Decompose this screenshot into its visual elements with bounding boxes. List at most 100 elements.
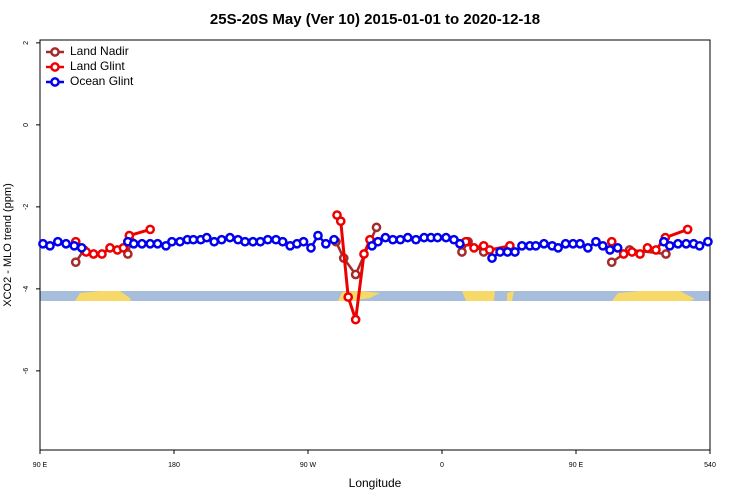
legend-marker: [50, 47, 60, 57]
data-point: [457, 247, 467, 257]
data-point: [510, 247, 520, 257]
data-point: [635, 249, 645, 259]
data-point: [262, 234, 273, 245]
data-point: [432, 232, 443, 243]
x-tick-label: 540: [704, 462, 716, 469]
data-point: [502, 247, 513, 257]
data-point: [88, 249, 99, 259]
data-point: [145, 238, 156, 249]
data-point: [255, 236, 266, 247]
data-point: [606, 257, 617, 268]
ocean-strip: [40, 291, 710, 301]
x-tick-label: 180: [168, 462, 180, 469]
land-shape: [507, 291, 514, 301]
data-point: [97, 249, 107, 259]
data-point: [597, 240, 608, 251]
land-shape: [75, 291, 131, 301]
data-point: [411, 234, 421, 245]
data-point: [681, 238, 692, 249]
data-point: [661, 249, 671, 259]
data-point: [145, 224, 156, 235]
data-point: [539, 238, 549, 249]
legend-label: Land Nadir: [70, 44, 129, 58]
data-point: [53, 236, 63, 247]
data-point: [517, 240, 527, 251]
data-point: [380, 232, 391, 243]
y-axis-label: XCO2 - MLO trend (ppm): [2, 183, 14, 306]
data-point: [335, 216, 346, 227]
data-point: [673, 238, 683, 249]
data-point: [583, 243, 593, 253]
data-point: [487, 253, 497, 263]
data-point: [313, 230, 323, 241]
y-tick-label: -4: [23, 286, 30, 292]
data-point: [152, 238, 163, 249]
data-point: [343, 292, 354, 302]
data-point: [575, 238, 585, 249]
data-point: [388, 234, 398, 245]
data-point: [642, 243, 653, 253]
data-point: [694, 240, 705, 251]
data-point: [373, 236, 383, 247]
data-point: [329, 234, 339, 245]
data-point: [651, 245, 661, 255]
x-tick-label: 90 W: [300, 462, 317, 469]
data-point: [209, 236, 220, 247]
chart-title: 25S-20S May (Ver 10) 2015-01-01 to 2020-…: [210, 11, 540, 28]
data-point: [122, 249, 133, 259]
data-point: [606, 236, 617, 247]
data-point: [277, 236, 288, 247]
legend-marker: [50, 77, 60, 87]
data-point: [69, 240, 80, 251]
data-point: [612, 243, 623, 253]
y-tick-label: -6: [23, 368, 30, 374]
data-point: [402, 232, 413, 243]
legend-label: Ocean Glint: [70, 74, 134, 88]
y-tick-label: 2: [23, 41, 30, 45]
data-point: [350, 314, 361, 325]
data-point: [137, 238, 147, 249]
data-point: [216, 234, 227, 245]
data-point: [321, 238, 331, 249]
y-tick-label: -2: [23, 204, 30, 210]
data-point: [682, 224, 693, 235]
data-point: [175, 236, 185, 247]
data-point: [359, 249, 369, 259]
data-point: [61, 238, 71, 249]
data-point: [248, 236, 258, 247]
data-point: [128, 238, 139, 249]
data-point: [45, 240, 55, 251]
series-line: [335, 214, 372, 322]
data-point: [201, 232, 212, 243]
data-point: [484, 245, 495, 255]
data-point: [553, 243, 563, 253]
data-point: [225, 232, 235, 243]
data-point: [627, 247, 637, 257]
data-point: [240, 236, 250, 247]
data-point: [395, 234, 406, 245]
map-strip: [40, 291, 710, 301]
data-point: [350, 269, 361, 280]
data-point: [469, 243, 479, 253]
data-point: [371, 222, 382, 233]
data-point: [70, 257, 81, 268]
data-point: [664, 240, 675, 251]
data-point: [455, 238, 465, 249]
data-point: [298, 236, 309, 247]
land-shape: [462, 291, 495, 301]
data-point: [441, 232, 451, 243]
data-point: [495, 247, 505, 257]
data-point: [76, 243, 87, 253]
data-point: [560, 238, 571, 249]
data-point: [703, 236, 713, 247]
x-axis-label: Longitude: [349, 476, 402, 490]
legend-marker: [50, 62, 60, 72]
data-point: [605, 245, 615, 255]
land-shape: [612, 291, 695, 301]
data-point: [118, 243, 129, 253]
data-point: [618, 249, 629, 259]
data-point: [167, 236, 177, 247]
x-tick-label: 90 E: [33, 462, 48, 469]
